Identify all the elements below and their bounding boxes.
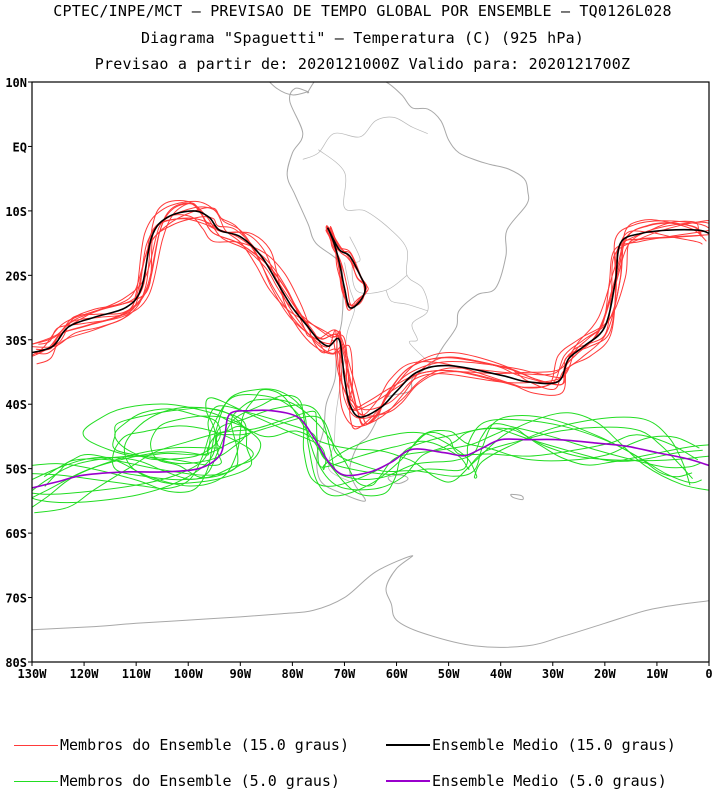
lon-label-80W: 80W <box>282 667 304 681</box>
lat-label-20S: 20S <box>5 269 27 283</box>
lon-label-110W: 110W <box>122 667 152 681</box>
map-title-line1: CPTEC/INPE/MCT – PREVISAO DE TEMPO GLOBA… <box>53 2 672 20</box>
latitude-axis: 10N EQ 10S 20S 30S 40S 50S 60S 70S 80S <box>5 76 32 670</box>
coastline-central-america <box>268 82 309 96</box>
member-15-contour-8 <box>32 217 709 411</box>
lon-label-130W: 130W <box>18 667 48 681</box>
member-15-contour-6 <box>32 207 709 417</box>
member-5-contour-6 <box>32 397 691 504</box>
mean-15-contour <box>32 210 709 418</box>
member-5-loop-5 <box>112 407 247 465</box>
longitude-axis: 130W 120W 110W 100W 90W 80W 70W 60W 50W 40W 30W 20W… <box>18 662 713 681</box>
lat-label-60S: 60S <box>5 527 27 541</box>
lon-label-50W: 50W <box>438 667 460 681</box>
lat-label-80S: 80S <box>5 656 27 670</box>
member-15-contour-7 <box>35 202 702 426</box>
lon-label-0: 0 <box>705 667 712 681</box>
member-5-loop-1 <box>82 403 252 457</box>
lon-label-20W: 20W <box>594 667 616 681</box>
legend-mean-5-label: Ensemble Medio (5.0 graus) <box>432 772 667 790</box>
member-15-contour-5 <box>35 216 709 411</box>
legend-mean-15-label: Ensemble Medio (15.0 graus) <box>432 736 676 754</box>
member-15-contour-9 <box>38 202 700 425</box>
legend-members-5-label: Membros do Ensemble (5.0 graus) <box>60 772 340 790</box>
coastline-falklands <box>387 474 409 485</box>
coastline-south-georgia <box>510 493 524 501</box>
legend-swatch-members-15 <box>14 744 58 746</box>
legend-members-15: Membros do Ensemble (15.0 graus) <box>14 736 349 754</box>
country-border-2 <box>349 236 408 294</box>
member-5-contour-8 <box>32 415 702 508</box>
mean-15-cell-contour <box>327 227 367 309</box>
member-5-loop-2 <box>111 425 254 481</box>
lat-label-10N: 10N <box>5 76 27 90</box>
member-15-cell-2 <box>329 225 367 307</box>
spaghetti-map: 10N EQ 10S 20S 30S 40S 50S 60S 70S 80S 130W 120W 11… <box>5 76 713 681</box>
member-5-contour-3 <box>32 394 703 491</box>
legend-members-15-label: Membros do Ensemble (15.0 graus) <box>60 736 349 754</box>
legend-mean-5: Ensemble Medio (5.0 graus) <box>386 772 667 790</box>
legend-members-5: Membros do Ensemble (5.0 graus) <box>14 772 340 790</box>
member-5-contour-7 <box>44 398 709 487</box>
map-title-line3: Previsao a partir de: 2020121000Z Valido… <box>94 55 631 73</box>
country-border-4 <box>302 116 428 160</box>
lat-label-50S: 50S <box>5 463 27 477</box>
map-title-line2: Diagrama "Spaguetti" – Temperatura (C) (… <box>140 29 585 47</box>
legend-swatch-members-5 <box>14 780 58 782</box>
country-border-5 <box>385 290 428 312</box>
country-border-1 <box>318 149 431 364</box>
legend-swatch-mean-15 <box>386 744 430 746</box>
legend-mean-15: Ensemble Medio (15.0 graus) <box>386 736 676 754</box>
legend: Membros do Ensemble (15.0 graus) Ensembl… <box>0 728 725 792</box>
member-15-contour-4 <box>36 203 703 426</box>
lon-label-30W: 30W <box>542 667 564 681</box>
coastline-layer <box>32 82 709 648</box>
lat-label-40S: 40S <box>5 398 27 412</box>
lat-label-30S: 30S <box>5 334 27 348</box>
legend-swatch-mean-5 <box>386 780 430 782</box>
lon-label-100W: 100W <box>174 667 204 681</box>
mean-5-contour <box>32 409 709 489</box>
lon-label-10W: 10W <box>646 667 668 681</box>
member-15-contour-11 <box>36 214 703 416</box>
lat-label-EQ: EQ <box>13 140 27 154</box>
ensemble-members-5-contours <box>32 388 709 514</box>
lon-label-70W: 70W <box>334 667 356 681</box>
member-5-contour-4 <box>43 389 709 497</box>
lon-label-40W: 40W <box>490 667 512 681</box>
ensemble-mean-contours <box>32 210 709 489</box>
coastline-antarctica <box>32 555 709 648</box>
member-5-contour-1 <box>32 388 700 497</box>
member-5-contour-10 <box>34 412 709 514</box>
lat-label-70S: 70S <box>5 592 27 606</box>
lon-label-120W: 120W <box>70 667 100 681</box>
lon-label-90W: 90W <box>229 667 251 681</box>
lat-label-10S: 10S <box>5 205 27 219</box>
ensemble-members-15-contours <box>32 199 709 430</box>
coastline-south-america <box>286 82 530 502</box>
member-15-contour-10 <box>32 218 705 411</box>
plot-frame <box>31 81 710 663</box>
member-5-loop-6 <box>150 415 262 479</box>
lon-label-60W: 60W <box>386 667 408 681</box>
member-5-contour-5 <box>32 405 693 495</box>
